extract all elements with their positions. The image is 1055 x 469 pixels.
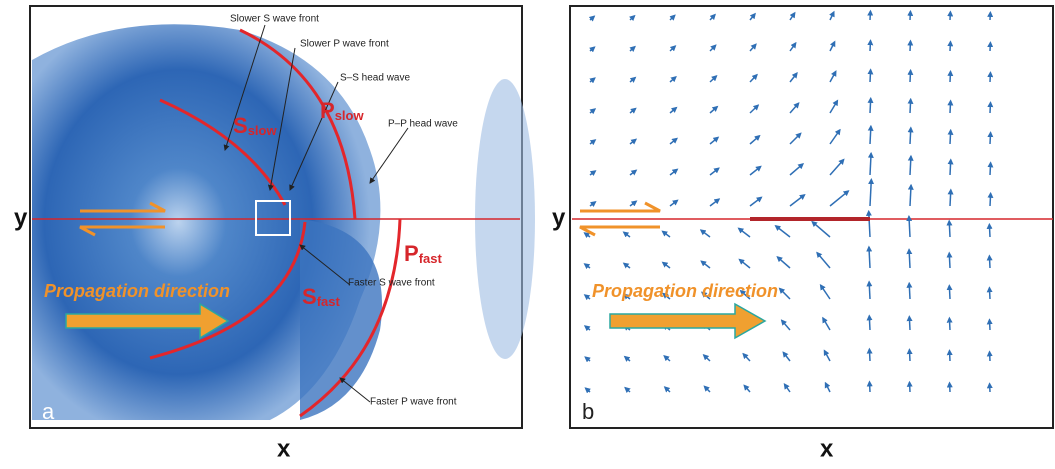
velocity-arrow xyxy=(870,41,871,51)
velocity-arrow xyxy=(949,318,950,330)
panel-letter: a xyxy=(42,399,55,424)
velocity-arrow xyxy=(869,316,870,330)
velocity-arrow xyxy=(950,160,951,175)
velocity-arrow xyxy=(950,130,951,144)
velocity-arrow xyxy=(990,103,991,113)
velocity-arrow xyxy=(869,247,870,268)
annotation: P–P head wave xyxy=(388,119,458,130)
propagation-label: Propagation direction xyxy=(44,281,230,301)
velocity-arrow xyxy=(910,185,911,206)
velocity-arrow xyxy=(909,216,910,237)
velocity-arrow xyxy=(869,282,870,299)
velocity-arrow xyxy=(989,288,990,299)
annotation: S–S head wave xyxy=(340,73,410,84)
velocity-arrow xyxy=(950,101,951,113)
velocity-arrow xyxy=(990,193,991,206)
velocity-arrow xyxy=(870,126,871,144)
velocity-arrow xyxy=(910,128,911,144)
velocity-arrow xyxy=(989,224,990,237)
velocity-arrow xyxy=(869,382,870,392)
velocity-arrow xyxy=(870,98,871,113)
axis-label: x xyxy=(277,435,291,462)
axis-label: y xyxy=(552,204,566,231)
axis-label: x xyxy=(820,435,834,462)
velocity-arrow xyxy=(910,156,911,175)
velocity-arrow xyxy=(990,163,991,175)
velocity-arrow xyxy=(910,99,911,113)
velocity-arrow xyxy=(909,350,910,361)
velocity-arrow xyxy=(949,253,950,268)
axis-label: y xyxy=(14,204,28,231)
velocity-arrow xyxy=(990,133,991,144)
velocity-arrow xyxy=(950,190,951,206)
velocity-arrow xyxy=(869,349,870,361)
propagation-label: Propagation direction xyxy=(592,281,778,301)
annotation: Slower S wave front xyxy=(230,14,319,25)
velocity-arrow xyxy=(989,320,990,330)
velocity-arrow xyxy=(949,351,950,361)
velocity-arrow xyxy=(949,286,950,299)
velocity-arrow xyxy=(909,317,910,330)
velocity-arrow xyxy=(949,221,950,237)
panel-a: Slower S wave front Slower P wave front … xyxy=(14,6,535,462)
velocity-arrow xyxy=(909,283,910,299)
figure: Slower S wave front Slower P wave front … xyxy=(0,0,1055,464)
panel-letter: b xyxy=(582,399,594,424)
panel-b: Propagation direction b y x xyxy=(552,6,1053,462)
velocity-arrow xyxy=(910,70,911,82)
velocity-arrow xyxy=(870,70,871,82)
velocity-arrow xyxy=(909,250,910,268)
annotation: Slower P wave front xyxy=(300,39,389,50)
velocity-arrow xyxy=(950,71,951,82)
velocity-arrow xyxy=(989,256,990,268)
annotation: Faster S wave front xyxy=(348,278,435,289)
annotation: Faster P wave front xyxy=(370,397,457,408)
